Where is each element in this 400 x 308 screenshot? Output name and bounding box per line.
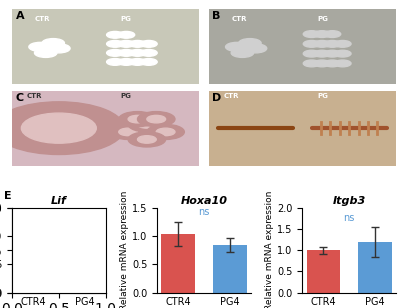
Circle shape xyxy=(138,111,175,127)
Circle shape xyxy=(119,111,156,127)
Bar xyxy=(306,250,340,293)
Circle shape xyxy=(106,50,124,56)
Text: D: D xyxy=(212,93,222,103)
Circle shape xyxy=(106,59,124,65)
Circle shape xyxy=(29,43,51,51)
Circle shape xyxy=(314,31,330,38)
Circle shape xyxy=(118,59,135,65)
Circle shape xyxy=(140,50,157,56)
Circle shape xyxy=(34,48,57,57)
Text: PG: PG xyxy=(317,15,328,22)
Title: Itgb3: Itgb3 xyxy=(332,196,366,206)
Circle shape xyxy=(303,31,320,38)
Circle shape xyxy=(303,40,320,47)
Circle shape xyxy=(244,44,267,53)
Text: A: A xyxy=(16,11,24,22)
Circle shape xyxy=(303,60,320,67)
Circle shape xyxy=(147,124,184,140)
Y-axis label: Relative mRNA expression: Relative mRNA expression xyxy=(266,191,274,308)
Circle shape xyxy=(156,128,175,136)
Circle shape xyxy=(129,59,146,65)
Text: CTR: CTR xyxy=(224,93,239,99)
Text: CTR: CTR xyxy=(34,15,50,22)
Circle shape xyxy=(231,48,254,57)
Circle shape xyxy=(324,60,341,67)
Circle shape xyxy=(147,116,166,123)
Circle shape xyxy=(324,31,341,38)
Circle shape xyxy=(140,40,157,47)
Text: ns: ns xyxy=(344,213,355,223)
Y-axis label: Relative mRNA expression: Relative mRNA expression xyxy=(120,191,129,308)
Circle shape xyxy=(42,38,64,48)
Circle shape xyxy=(21,113,96,143)
Circle shape xyxy=(138,136,156,143)
Circle shape xyxy=(314,40,330,47)
Circle shape xyxy=(128,132,166,147)
Bar xyxy=(68,264,102,293)
Circle shape xyxy=(334,40,351,47)
Text: ns: ns xyxy=(198,207,210,217)
Text: PG: PG xyxy=(121,15,132,22)
Circle shape xyxy=(314,60,330,67)
Title: Hoxa10: Hoxa10 xyxy=(180,196,228,206)
Circle shape xyxy=(129,50,146,56)
Circle shape xyxy=(0,102,124,155)
Text: B: B xyxy=(212,11,221,22)
Bar xyxy=(16,236,50,293)
Circle shape xyxy=(138,121,156,128)
Circle shape xyxy=(48,44,70,53)
Circle shape xyxy=(129,40,146,47)
Title: Lif: Lif xyxy=(51,196,67,206)
Circle shape xyxy=(314,50,330,57)
Circle shape xyxy=(119,128,138,136)
Circle shape xyxy=(110,124,147,140)
Text: *: * xyxy=(81,209,88,222)
Text: E: E xyxy=(4,191,12,201)
Circle shape xyxy=(106,40,124,47)
Text: PG: PG xyxy=(121,93,132,99)
Bar xyxy=(162,234,195,293)
Circle shape xyxy=(118,50,135,56)
Text: CTR: CTR xyxy=(231,15,247,22)
Circle shape xyxy=(128,116,147,123)
Circle shape xyxy=(334,50,351,57)
Circle shape xyxy=(324,50,341,57)
Text: CTR: CTR xyxy=(27,93,42,99)
Bar xyxy=(358,242,392,293)
Circle shape xyxy=(239,38,261,48)
Circle shape xyxy=(118,31,135,38)
Circle shape xyxy=(334,60,351,67)
Circle shape xyxy=(324,40,341,47)
Circle shape xyxy=(226,43,248,51)
Bar xyxy=(213,245,246,293)
Text: PG: PG xyxy=(317,93,328,99)
Circle shape xyxy=(303,50,320,57)
Text: C: C xyxy=(16,93,24,103)
Circle shape xyxy=(118,40,135,47)
Circle shape xyxy=(140,59,157,65)
Circle shape xyxy=(128,117,166,132)
Circle shape xyxy=(106,31,124,38)
